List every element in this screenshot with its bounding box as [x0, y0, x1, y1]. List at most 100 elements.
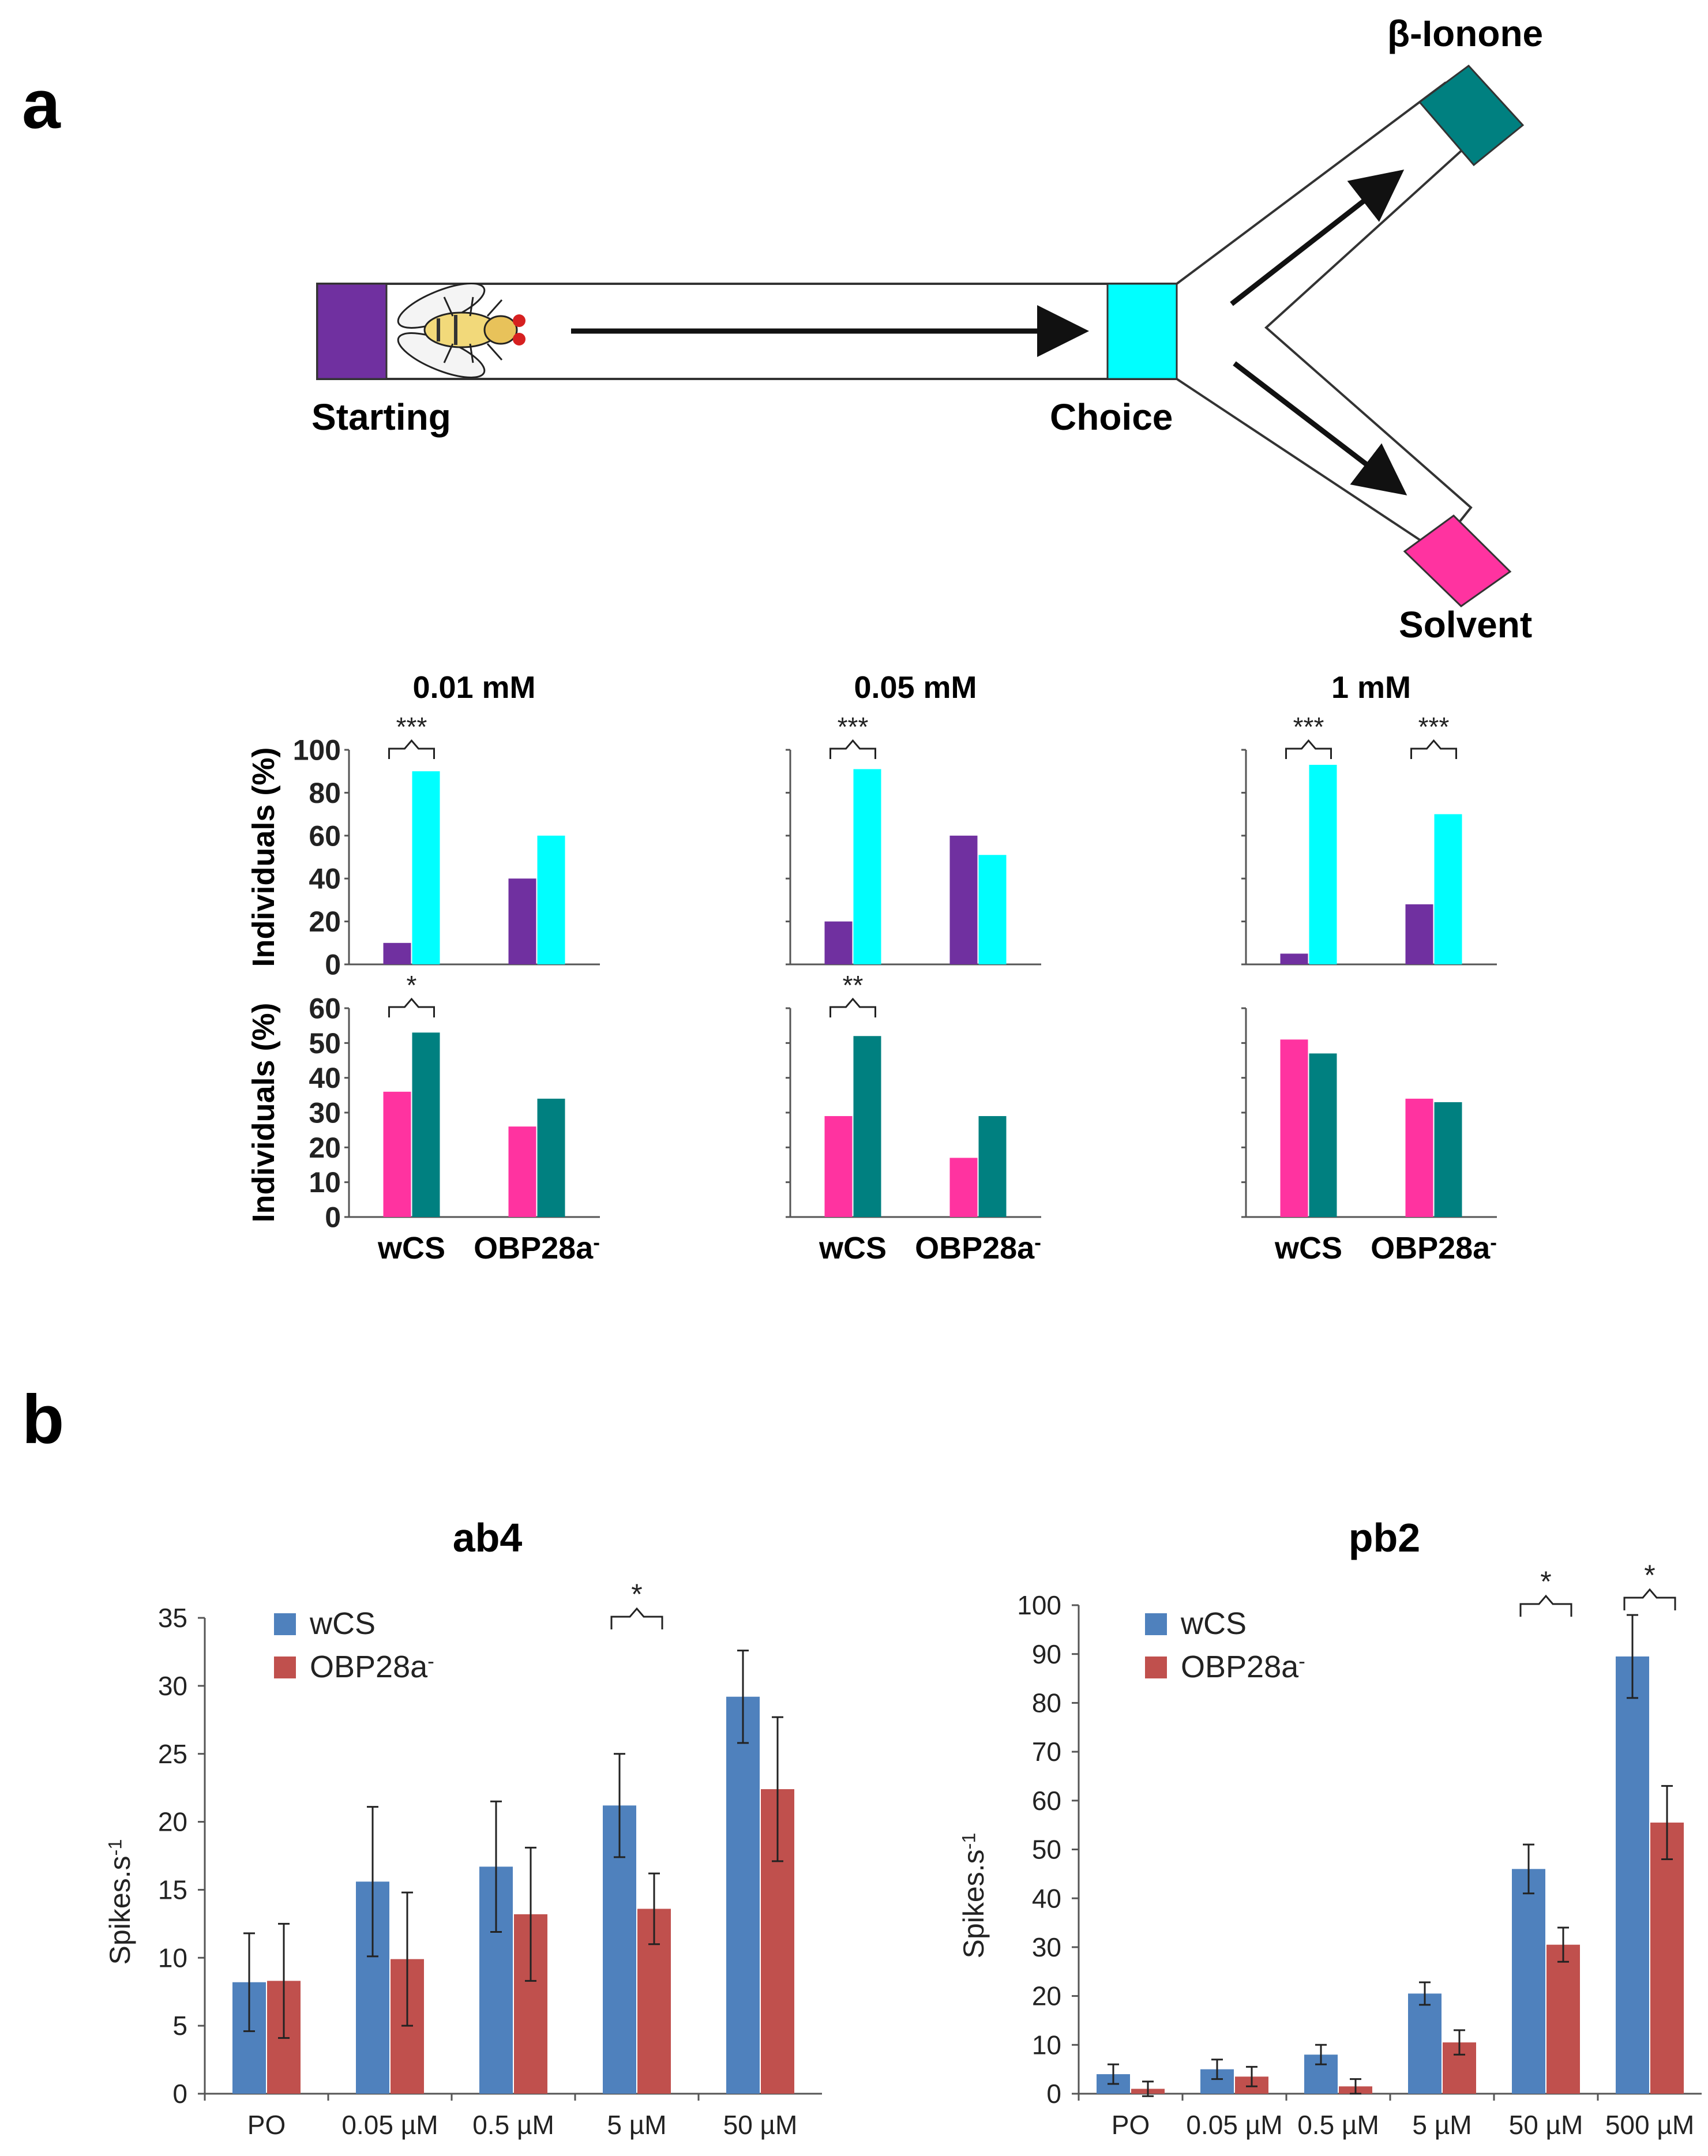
- significance-label: ***: [396, 712, 427, 742]
- x-tick-label: wCS: [1274, 1231, 1342, 1265]
- fly-icon: [397, 283, 525, 378]
- y-tick-label: 30: [309, 1097, 341, 1129]
- bar-starting-0: [1280, 953, 1308, 964]
- odor-chamber: [1418, 64, 1525, 167]
- arrow-to-solvent: [1233, 361, 1407, 495]
- bar-solvent-1: [1405, 1098, 1433, 1217]
- y-tick-label: 50: [1032, 1835, 1061, 1865]
- bar--ionone-0: [1309, 1053, 1337, 1217]
- bar-wcs-4: [726, 1696, 760, 2094]
- bar-solvent-1: [508, 1126, 536, 1217]
- y-tick-label: 100: [1017, 1590, 1061, 1620]
- legend-swatch: [274, 1657, 296, 1678]
- chart-title: 1 mM: [1331, 670, 1411, 705]
- bar-wcs-3: [1408, 1993, 1442, 2094]
- bar-solvent-0: [824, 1116, 853, 1217]
- y-tick-label: 70: [1032, 1737, 1061, 1767]
- y-tick-label: 60: [309, 820, 341, 852]
- y-tick-label: 80: [309, 777, 341, 809]
- solvent-chamber: [1403, 514, 1512, 607]
- significance-label: *: [407, 970, 417, 1000]
- significance-bracket: [829, 997, 876, 1017]
- x-tick-label: PO: [1112, 2110, 1150, 2140]
- bar-solvent-1: [949, 1158, 978, 1217]
- y-tick-label: 20: [1032, 1981, 1061, 2011]
- significance-bracket: [829, 739, 876, 759]
- bar-choice-1: [537, 835, 565, 964]
- legend-swatch: [1145, 1657, 1167, 1678]
- x-tick-label: 50 µM: [1509, 2110, 1583, 2140]
- bar-starting-1: [1405, 904, 1433, 964]
- y-maze-diagram: Starting Choice β-Ionone Solvent: [311, 13, 1543, 645]
- bar-wcs-5: [1616, 1656, 1649, 2094]
- significance-label: ***: [1293, 712, 1324, 742]
- panel-a-letter: a: [22, 66, 61, 143]
- y-tick-label: 30: [158, 1671, 187, 1701]
- y-axis-label: Spikes.s-1: [104, 1839, 136, 1965]
- significance-label: *: [1644, 1559, 1655, 1591]
- maze-tube-outline: [316, 81, 1483, 553]
- bar-starting-1: [949, 835, 978, 964]
- choice-chamber: [1106, 283, 1178, 380]
- bar-solvent-0: [1280, 1039, 1308, 1217]
- bar-choice-0: [412, 771, 440, 964]
- y-tick-label: 100: [293, 734, 341, 767]
- bar--ionone-0: [853, 1036, 881, 1217]
- arrow-to-odor: [1230, 169, 1405, 306]
- y-tick-label: 0: [325, 1201, 341, 1234]
- y-tick-label: 60: [309, 993, 341, 1025]
- bar-starting-0: [383, 942, 411, 964]
- y-tick-label: 50: [309, 1027, 341, 1060]
- y-tick-label: 40: [1032, 1883, 1061, 1913]
- legend-label: wCS: [309, 1606, 376, 1641]
- x-tick-label: 50 µM: [723, 2110, 798, 2140]
- x-tick-label: 0.5 µM: [472, 2110, 554, 2140]
- y-tick-label: 0: [325, 949, 341, 981]
- x-tick-label: 5 µM: [607, 2110, 666, 2140]
- y-axis-label: Individuals (%): [246, 747, 281, 967]
- y-tick-label: 0: [1046, 2079, 1061, 2109]
- y-axis-label: Individuals (%): [246, 1002, 281, 1222]
- significance-label: **: [843, 970, 864, 1000]
- significance-bracket: [1623, 1588, 1676, 1610]
- bar-choice-1: [1434, 814, 1462, 964]
- y-tick-label: 60: [1032, 1786, 1061, 1816]
- x-tick-label: 500 µM: [1605, 2110, 1694, 2140]
- y-tick-label: 40: [309, 1062, 341, 1094]
- bar-obp28a--5: [1650, 1822, 1684, 2094]
- significance-label: *: [631, 1578, 642, 1610]
- y-tick-label: 30: [1032, 1932, 1061, 1962]
- x-tick-label: PO: [247, 2110, 286, 2140]
- significance-label: *: [1540, 1565, 1551, 1598]
- x-tick-label: OBP28a-: [915, 1231, 1041, 1265]
- chart-a-top-1: 1 mM*** ***: [1241, 670, 1497, 966]
- significance-bracket: [1410, 739, 1457, 759]
- x-tick-label: wCS: [819, 1231, 887, 1265]
- significance-bracket: [1519, 1594, 1572, 1617]
- chart-title: pb2: [1349, 1515, 1420, 1560]
- significance-bracket: [388, 997, 435, 1017]
- chart-a-top-0.05: 0.05 mM ***: [786, 670, 1041, 966]
- bar--ionone-1: [978, 1116, 1007, 1217]
- y-tick-label: 20: [309, 906, 341, 938]
- significance-bracket: [1285, 739, 1332, 759]
- y-tick-label: 5: [172, 2011, 187, 2041]
- y-tick-label: 10: [1032, 2030, 1061, 2060]
- bar--ionone-0: [412, 1032, 440, 1217]
- label-odor: β-Ionone: [1387, 13, 1543, 54]
- bar-obp28a--4: [1546, 1944, 1580, 2094]
- chart-title: 0.05 mM: [854, 670, 977, 705]
- significance-label: ***: [838, 712, 869, 742]
- x-tick-label: 0.05 µM: [341, 2110, 438, 2140]
- bar-choice-0: [853, 769, 881, 964]
- label-solvent: Solvent: [1399, 604, 1532, 645]
- bar-solvent-0: [383, 1091, 411, 1217]
- legend-label: OBP28a-: [310, 1650, 434, 1684]
- significance-bracket: [610, 1607, 663, 1629]
- x-tick-label: wCS: [377, 1231, 445, 1265]
- legend-swatch: [274, 1613, 296, 1635]
- legend-label: OBP28a-: [1181, 1650, 1305, 1684]
